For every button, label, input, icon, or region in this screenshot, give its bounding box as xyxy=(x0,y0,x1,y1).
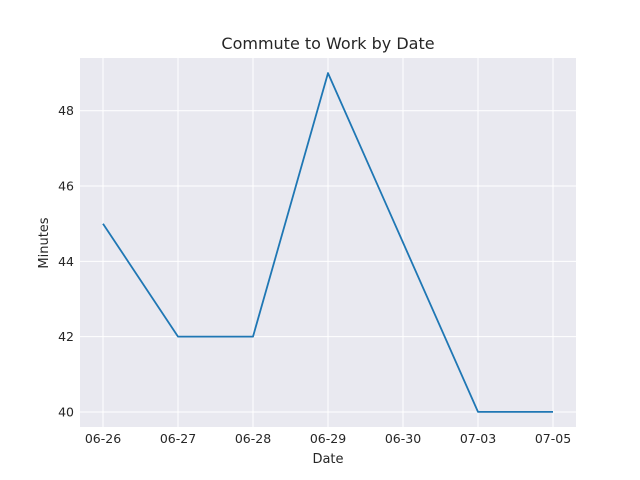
x-tick-labels: 06-26 06-27 06-28 06-29 06-30 07-03 07-05 xyxy=(85,431,571,446)
x-tick-label: 06-28 xyxy=(235,431,271,446)
y-tick-label: 40 xyxy=(58,404,74,419)
series-group xyxy=(102,72,553,413)
y-tick-label: 48 xyxy=(58,103,74,118)
x-tick-label: 06-27 xyxy=(160,431,196,446)
y-tick-labels: 40 42 44 46 48 xyxy=(58,103,74,419)
y-tick-label: 46 xyxy=(58,179,74,194)
y-axis-label: Minutes xyxy=(37,217,52,268)
y-tick-label: 42 xyxy=(58,329,74,344)
y-tick-label: 44 xyxy=(58,254,74,269)
x-tick-label: 07-05 xyxy=(535,431,571,446)
chart-title: Commute to Work by Date xyxy=(221,34,434,53)
x-tick-label: 06-26 xyxy=(85,431,121,446)
x-tick-label: 07-03 xyxy=(460,431,496,446)
x-axis-label: Date xyxy=(312,452,343,467)
series-line xyxy=(102,72,553,413)
x-tick-label: 06-30 xyxy=(385,431,421,446)
x-tick-label: 06-29 xyxy=(310,431,346,446)
